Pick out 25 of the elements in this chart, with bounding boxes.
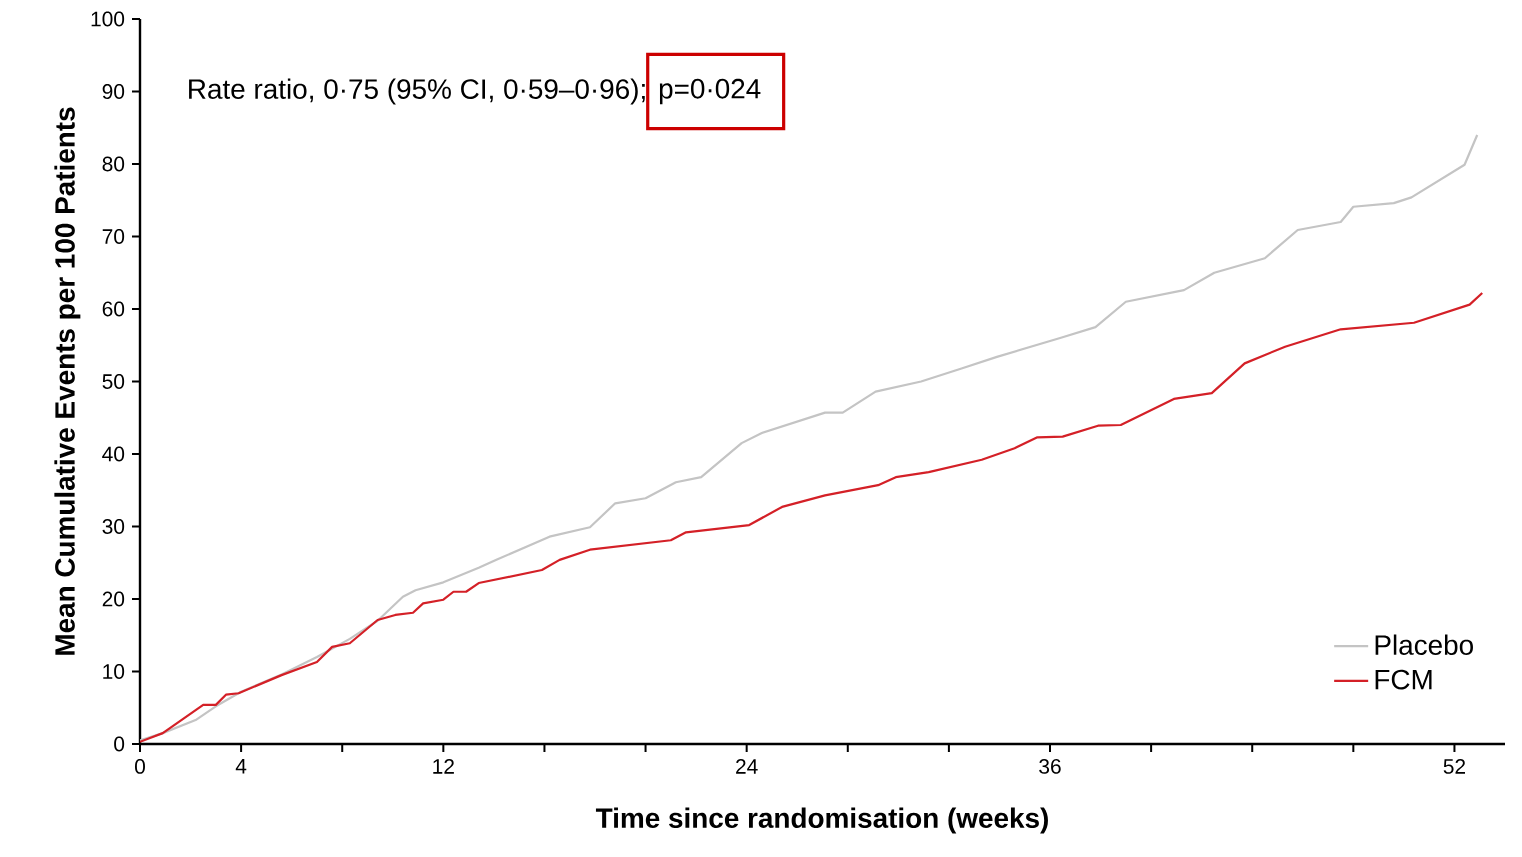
x-tick-label: 36	[1039, 759, 1061, 774]
line-series	[140, 133, 1479, 742]
y-tick-label: 80	[102, 156, 125, 172]
y-axis-title: Mean Cumulative Events per 100 Patients	[54, 107, 81, 655]
legend-label: Placebo	[1375, 634, 1473, 655]
y-tick-label: 60	[102, 301, 125, 317]
x-tick-label: 4	[235, 759, 247, 774]
y-tick-label: 20	[102, 591, 125, 607]
x-tick-label: 0	[134, 759, 145, 774]
line-series	[140, 291, 1484, 743]
y-tick-label: 90	[102, 84, 125, 99]
y-tick-label: 40	[102, 446, 125, 462]
x-tick-label: 12	[433, 759, 454, 774]
legend-label: FCM	[1375, 669, 1432, 690]
y-tick-label: 50	[102, 374, 125, 389]
y-tick-label: 100	[91, 11, 125, 27]
annotation: Rate ratio, 0·75 (95% CI, 0·59–0·96);	[189, 78, 645, 105]
y-tick-label: 0	[114, 736, 125, 752]
x-axis-title: Time since randomisation (weeks)	[595, 807, 1048, 834]
y-tick-label: 30	[102, 519, 125, 534]
x-tick-label: 24	[736, 759, 758, 774]
y-tick-label: 10	[103, 664, 125, 679]
x-tick-label: 52	[1443, 759, 1466, 774]
annotation: p=0·024	[659, 78, 761, 105]
y-tick-label: 70	[102, 229, 125, 244]
